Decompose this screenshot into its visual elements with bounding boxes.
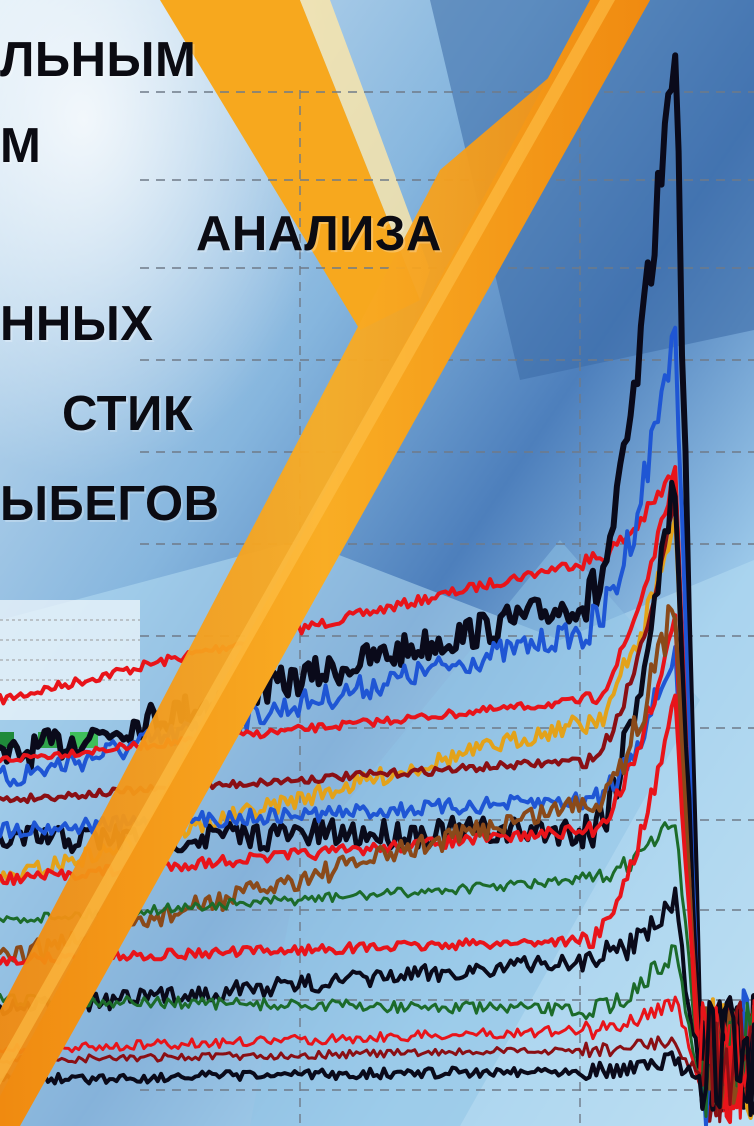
title-line-3: АНАЛИЗА xyxy=(196,207,442,261)
background-shadow xyxy=(430,0,754,380)
signal-trace xyxy=(0,1000,754,1124)
signal-trace xyxy=(0,1000,754,1117)
signal-trace xyxy=(0,944,754,1118)
title-line-4: ННЫХ xyxy=(0,297,154,351)
x-stroke-highlight xyxy=(300,0,430,300)
signal-trace xyxy=(0,325,754,1099)
small-chart xyxy=(0,600,140,748)
title-line-2: М xyxy=(0,119,42,173)
title-line-6: ЫБЕГОВ xyxy=(0,477,220,531)
signal-trace xyxy=(0,886,754,1104)
signal-trace xyxy=(0,465,754,1111)
title-line-5: СТИК xyxy=(62,387,194,441)
signal-trace xyxy=(0,995,754,1121)
title-line-1: ЛЬНЫМ xyxy=(0,33,197,87)
x-stroke-upper xyxy=(160,0,420,330)
signal-trace xyxy=(0,693,754,1095)
diagonal-band-shine xyxy=(0,0,615,1085)
signal-trace xyxy=(0,52,754,1114)
diagonal-band-wide xyxy=(0,0,650,1126)
